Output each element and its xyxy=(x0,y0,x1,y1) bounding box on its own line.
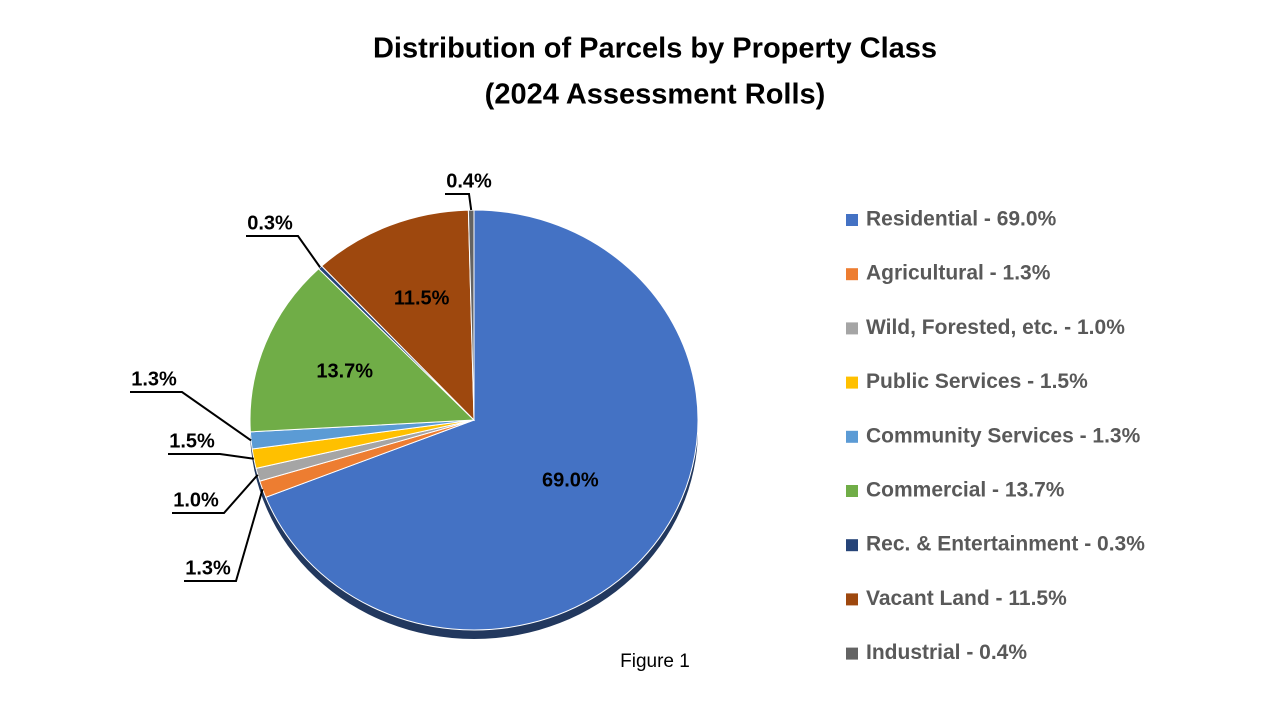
legend-swatch xyxy=(846,647,858,660)
data-label: 1.3% xyxy=(185,557,231,579)
legend-swatch xyxy=(846,593,858,606)
legend-swatch xyxy=(846,214,858,226)
legend-swatch xyxy=(846,376,858,389)
legend-swatch xyxy=(846,322,858,335)
legend-label: Residential - 69.0% xyxy=(866,208,1057,231)
legend-swatch xyxy=(846,485,858,497)
legend-label: Community Services - 1.3% xyxy=(866,424,1141,447)
data-label: 69.0% xyxy=(542,470,599,492)
leader-line xyxy=(168,453,254,460)
legend-swatch xyxy=(846,268,858,281)
data-label: 11.5% xyxy=(394,288,450,310)
legend-label: Industrial - 0.4% xyxy=(866,641,1027,664)
legend-label: Public Services - 1.5% xyxy=(866,370,1088,393)
leader-line xyxy=(184,488,264,582)
chart-subtitle: (2024 Assessment Rolls) xyxy=(485,79,826,111)
data-label: 1.0% xyxy=(173,489,219,511)
pie-slice xyxy=(265,209,699,631)
leader-line xyxy=(246,235,321,268)
data-label: 0.4% xyxy=(446,170,492,192)
legend-swatch xyxy=(846,539,858,552)
legend-label: Rec. & Entertainment - 0.3% xyxy=(866,533,1145,556)
leader-line xyxy=(445,193,473,211)
legend-label: Vacant Land - 11.5% xyxy=(866,587,1067,610)
legend-label: Agricultural - 1.3% xyxy=(866,262,1051,285)
leader-line xyxy=(172,474,259,514)
data-label: 1.3% xyxy=(131,368,177,390)
figure-caption: Figure 1 xyxy=(620,651,690,672)
legend-swatch xyxy=(846,430,858,443)
chart-title: Distribution of Parcels by Property Clas… xyxy=(373,33,937,65)
data-label: 1.5% xyxy=(169,430,215,452)
data-label: 13.7% xyxy=(316,361,373,383)
pie-slice xyxy=(320,209,475,422)
pie-slice xyxy=(249,268,476,433)
data-label: 0.3% xyxy=(247,212,293,234)
legend-label: Commercial - 13.7% xyxy=(866,479,1065,502)
legend-label: Wild, Forested, etc. - 1.0% xyxy=(866,316,1125,339)
leader-line xyxy=(130,391,252,442)
